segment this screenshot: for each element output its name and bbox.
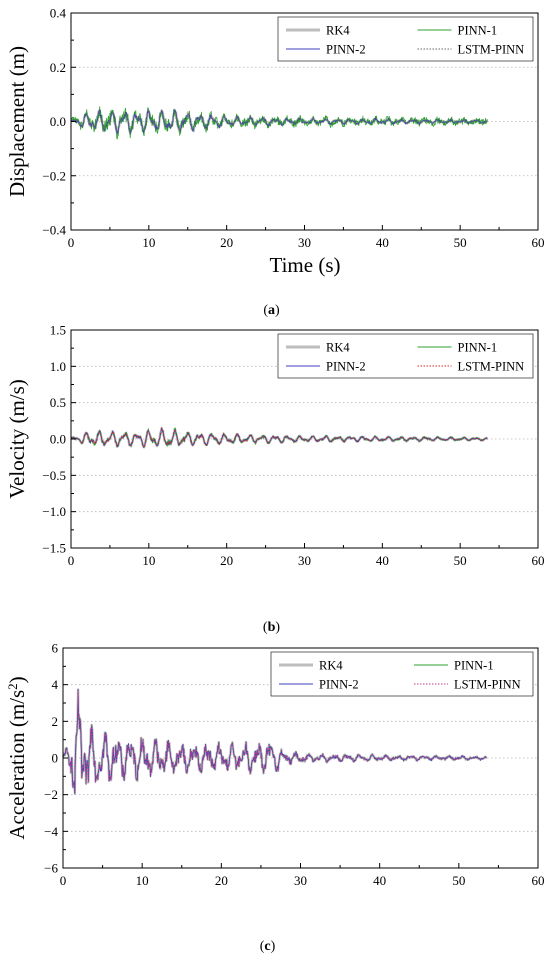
legend-label: PINN-2 (326, 43, 366, 57)
y-tick-label: −0.4 (42, 223, 66, 238)
x-tick-label: 40 (376, 235, 389, 250)
x-axis-title: Time (s) (270, 253, 341, 277)
y-tick-label: −0.5 (42, 468, 66, 483)
series-line-lstm-pinn (71, 109, 488, 134)
x-tick-label: 40 (376, 553, 389, 568)
legend-label: PINN-1 (454, 659, 494, 673)
x-tick-label: 30 (298, 553, 311, 568)
y-axis-title-end: ) (5, 676, 29, 683)
caption-close: ) (275, 303, 280, 318)
series-line-pinn-1 (62, 690, 487, 794)
y-tick-label: −1.0 (42, 504, 66, 519)
y-axis-title-exponent: 2 (5, 683, 20, 690)
caption-letter: a (268, 303, 275, 318)
y-tick-label: 1.0 (50, 359, 66, 374)
y-tick-label: 0.2 (50, 60, 66, 75)
chart-panel-a: 0 10 20 30 40 50 60 −0.4 −0.2 0.0 0.2 0.4 Time (s) Di… (5, 6, 545, 319)
y-tick-label: 4 (52, 677, 59, 692)
caption-open: ( (260, 939, 265, 954)
caption-close: ) (271, 939, 276, 954)
x-tick-label: 0 (68, 235, 75, 250)
series-line-lstm-pinn (70, 427, 488, 448)
x-tick-label: 20 (215, 873, 228, 888)
chart-panel-b: 0102030405060−1.5−1.0−0.50.00.51.01.5Tim… (5, 323, 545, 636)
y-tick-label: −4 (44, 824, 58, 839)
caption-close: ) (275, 620, 280, 635)
legend-label: RK4 (319, 659, 343, 673)
legend-label: PINN-1 (458, 341, 498, 355)
y-tick-label: 0.4 (50, 6, 67, 21)
legend-label: LSTM-PINN (458, 43, 525, 57)
y-tick-label: 6 (52, 641, 59, 656)
caption-open: ( (263, 620, 268, 635)
y-tick-label: −6 (44, 861, 58, 876)
caption-letter: c (264, 939, 270, 954)
legend-label: RK4 (326, 341, 350, 355)
x-tick-label: 60 (532, 553, 545, 568)
x-tick-label: 0 (68, 553, 75, 568)
legend-box (277, 16, 534, 62)
y-tick-label: 2 (52, 714, 59, 729)
y-axis-title: Displacement (m) (5, 46, 29, 197)
x-tick-label: 50 (454, 553, 467, 568)
panel-caption: (a) (263, 303, 280, 318)
legend-label: LSTM-PINN (454, 678, 521, 692)
x-tick-label: 40 (373, 873, 386, 888)
y-tick-label: −1.5 (42, 541, 66, 556)
y-tick-label: −2 (44, 787, 58, 802)
y-tick-label: 0.0 (50, 432, 66, 447)
x-tick-label: 0 (60, 873, 67, 888)
series-line-pinn-2 (62, 688, 487, 795)
y-axis-title: Acceleration (m/s2) (5, 676, 30, 839)
y-tick-label: 1.5 (50, 323, 66, 338)
legend-label: RK4 (326, 24, 350, 38)
x-tick-label: 20 (220, 553, 233, 568)
x-tick-label: 50 (452, 873, 465, 888)
legend-box (270, 651, 534, 697)
y-tick-label: 0.5 (50, 395, 66, 410)
x-tick-label: 50 (454, 235, 467, 250)
series-line-pinn-1 (70, 106, 488, 140)
legend-label: PINN-1 (458, 24, 498, 38)
panel-caption: (b) (263, 620, 280, 635)
y-tick-label: −0.2 (42, 168, 66, 183)
legend-box (277, 333, 534, 379)
legend-label: PINN-2 (319, 678, 359, 692)
x-tick-label: 30 (294, 873, 307, 888)
caption-open: ( (263, 303, 268, 318)
x-tick-label: 10 (142, 235, 155, 250)
y-axis-title: Velocity (m/s) (5, 379, 29, 499)
caption-letter: b (268, 620, 276, 635)
panel-caption: (c) (260, 939, 276, 954)
legend-label: LSTM-PINN (458, 360, 525, 374)
y-axis-title-base: Acceleration (m/s (5, 690, 29, 840)
y-tick-label: 0 (52, 751, 59, 766)
series-line-lstm-pinn (62, 690, 487, 795)
x-tick-label: 30 (298, 235, 311, 250)
x-tick-label: 10 (142, 553, 155, 568)
legend-label: PINN-2 (326, 360, 366, 374)
x-tick-label: 10 (136, 873, 149, 888)
x-tick-label: 60 (532, 873, 545, 888)
x-tick-label: 20 (220, 235, 233, 250)
x-tick-label: 60 (532, 235, 545, 250)
y-tick-label: 0.0 (50, 114, 66, 129)
series-line-rk4 (61, 688, 488, 794)
